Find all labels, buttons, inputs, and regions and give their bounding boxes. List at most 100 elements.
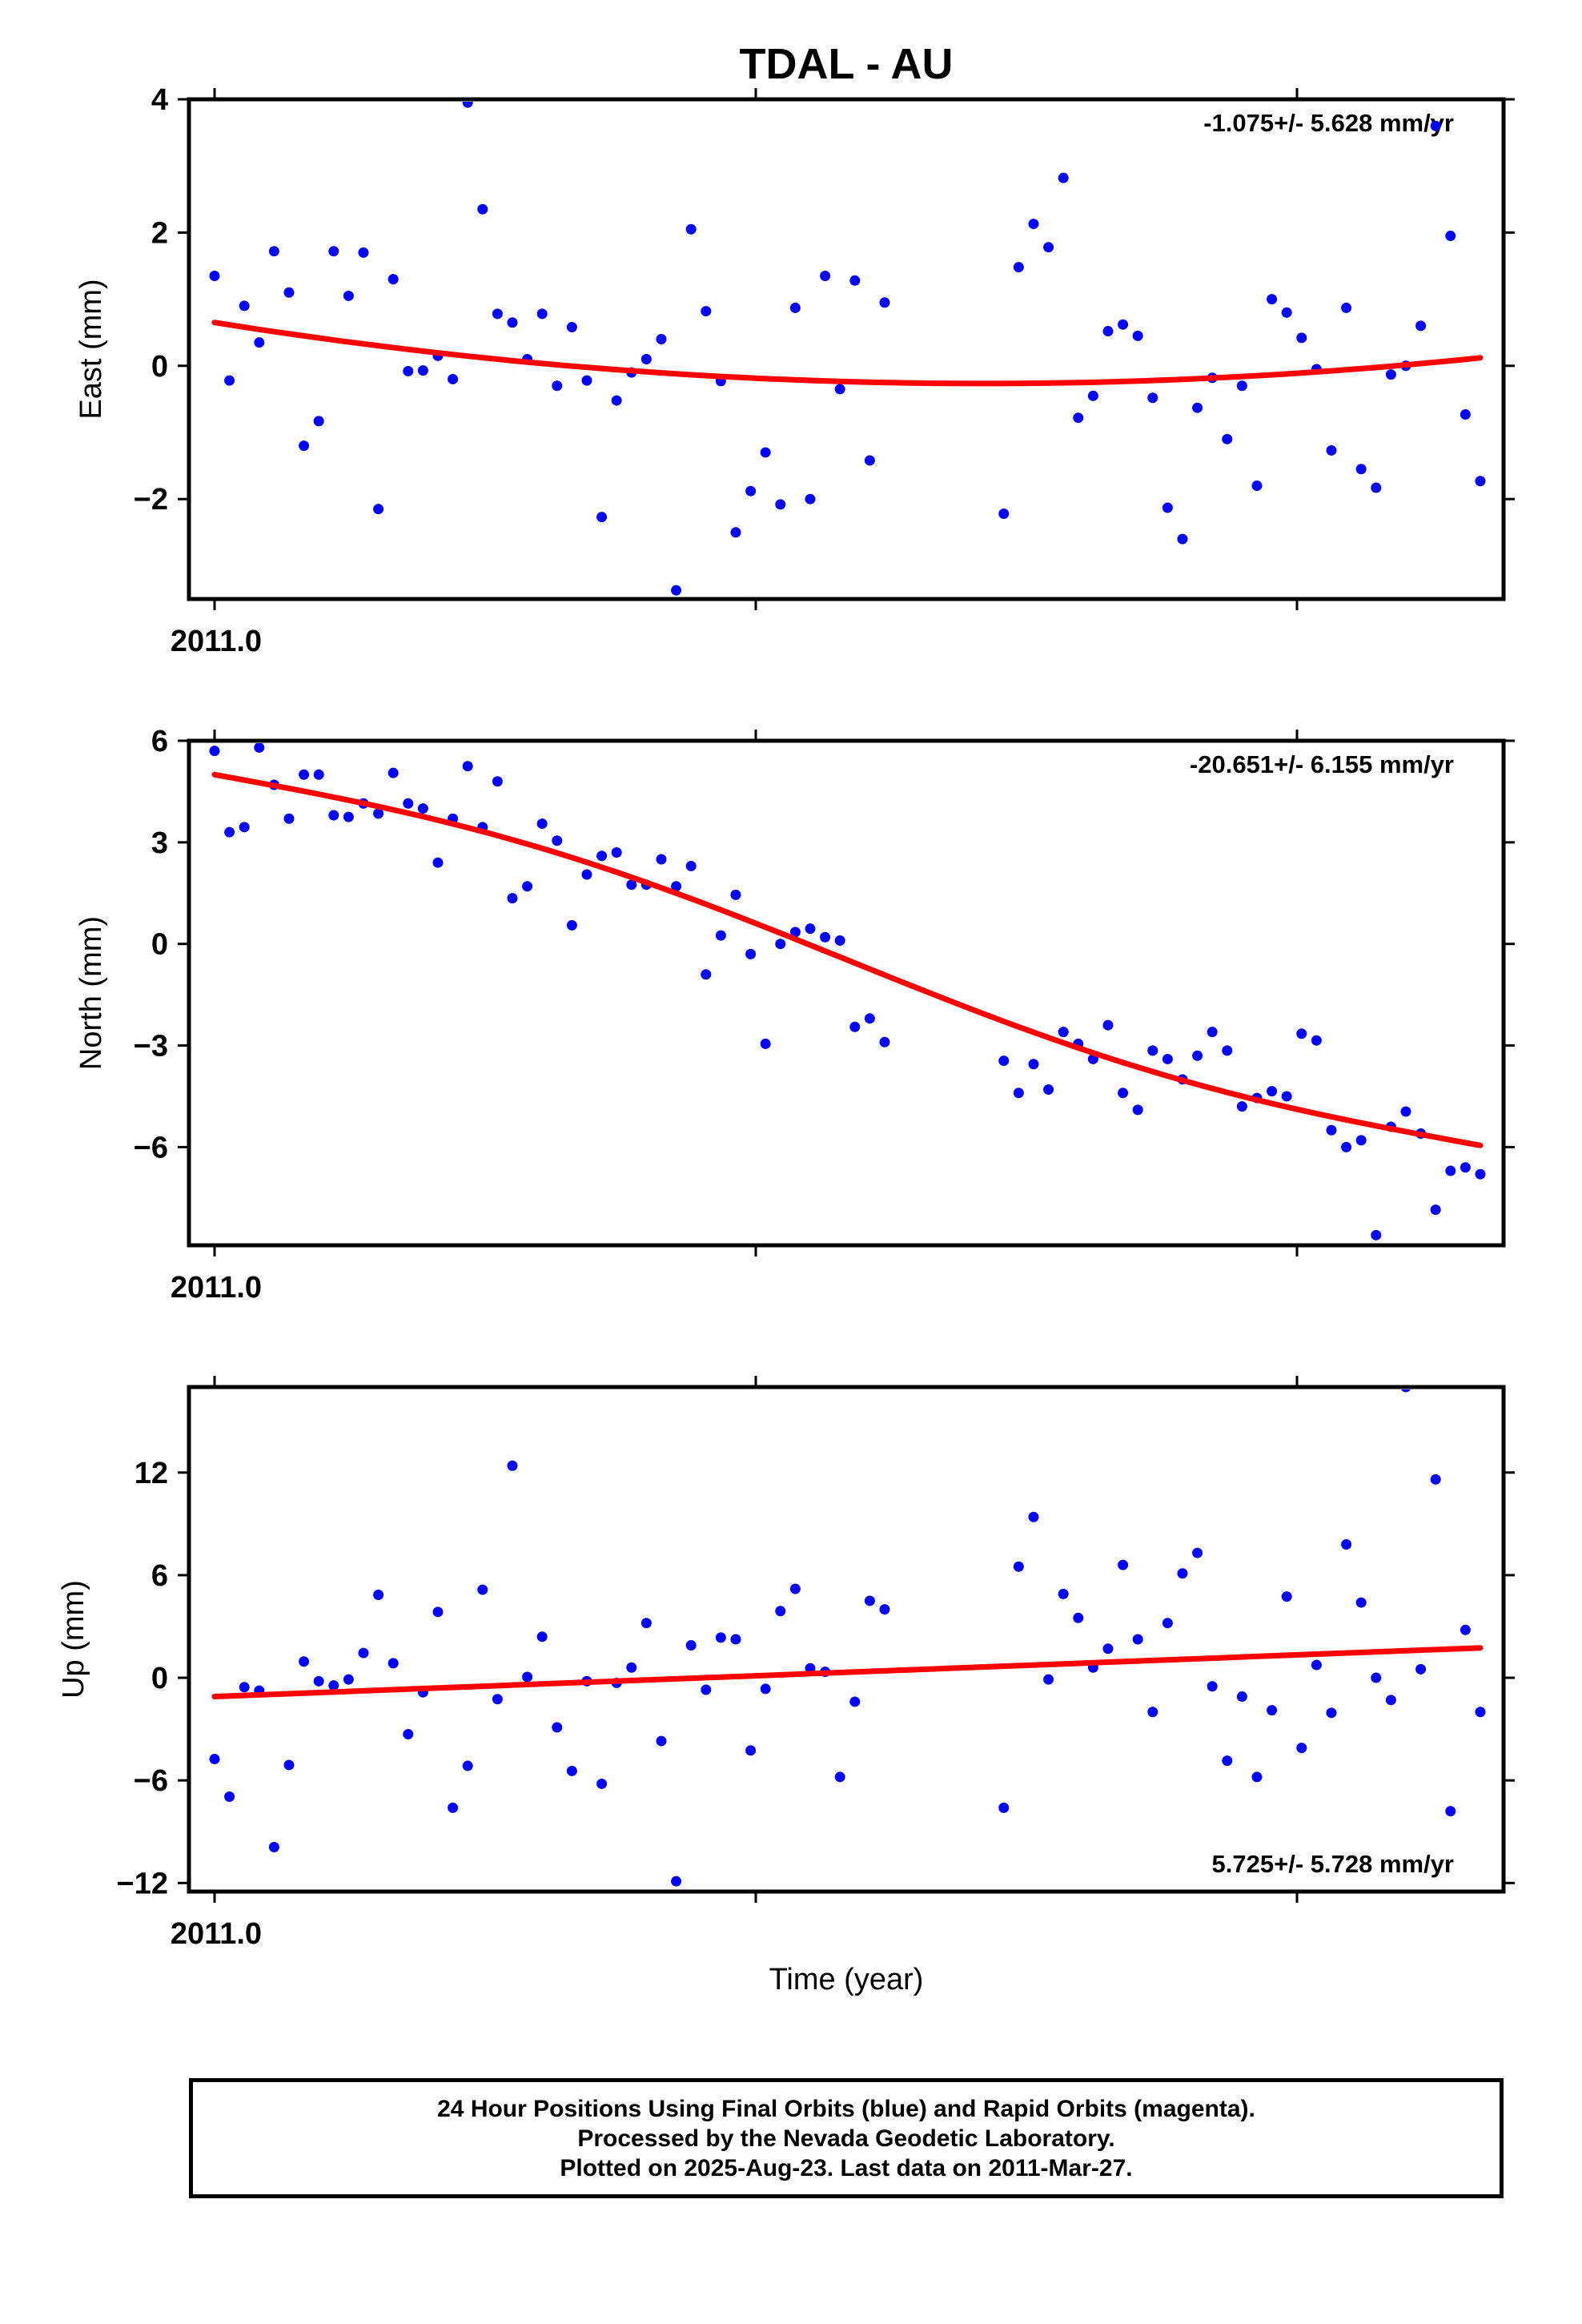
data-point: [715, 930, 726, 941]
data-point: [1430, 120, 1441, 131]
footer-line-1: 24 Hour Positions Using Final Orbits (bl…: [437, 2095, 1255, 2122]
data-point: [507, 1460, 518, 1471]
data-point: [417, 365, 428, 376]
data-point: [849, 275, 861, 286]
data-point: [671, 881, 682, 892]
data-point: [685, 1639, 697, 1651]
data-point: [626, 879, 637, 891]
data-point: [1043, 1674, 1054, 1685]
data-point: [1460, 1624, 1471, 1635]
data-point: [1445, 231, 1456, 242]
data-point: [1058, 172, 1069, 183]
data-point: [640, 353, 652, 364]
data-point: [313, 769, 324, 780]
panel-frame: [187, 738, 1506, 1248]
data-point: [789, 927, 801, 938]
data-point: [299, 440, 310, 452]
data-point: [656, 1735, 667, 1747]
data-point: [1177, 1568, 1188, 1579]
data-point: [685, 223, 697, 235]
data-point: [879, 1036, 890, 1047]
data-point: [552, 1722, 563, 1733]
data-point: [387, 1658, 399, 1669]
data-point: [715, 1632, 726, 1643]
data-point: [671, 585, 682, 596]
data-point: [1073, 412, 1084, 424]
data-point: [536, 1631, 548, 1642]
east-panel: 2011.0 4 2 0 −2 East (mm) -1.075+/- 5.628 mm/y…: [74, 83, 1515, 658]
data-point: [477, 1584, 488, 1595]
rate-label: 5.725+/- 5.728 mm/yr: [1212, 1850, 1454, 1878]
data-point: [626, 1662, 637, 1673]
data-point: [581, 869, 592, 880]
data-point: [536, 818, 548, 830]
data-point: [1162, 1053, 1173, 1064]
data-point: [745, 1745, 757, 1756]
data-point: [805, 923, 816, 935]
data-point: [1013, 1561, 1024, 1572]
data-point: [1385, 1695, 1396, 1706]
data-point: [403, 365, 414, 376]
data-point: [864, 455, 875, 466]
data-point: [1460, 1162, 1471, 1173]
data-layer: [209, 102, 1486, 596]
footer-line-2: Processed by the Nevada Geodetic Laborat…: [577, 2125, 1115, 2152]
fit-curve: [211, 320, 1484, 387]
data-point: [462, 1760, 473, 1771]
data-point: [1296, 332, 1307, 344]
data-point: [1385, 369, 1396, 380]
data-point: [1445, 1165, 1456, 1176]
data-point: [1236, 1691, 1247, 1703]
data-point: [1251, 480, 1263, 492]
data-point: [834, 384, 845, 395]
data-point: [805, 493, 816, 505]
data-point: [1058, 1027, 1069, 1038]
data-point: [1445, 1806, 1456, 1817]
data-point: [492, 1694, 503, 1705]
data-point: [507, 317, 518, 328]
data-point: [462, 761, 473, 772]
data-point: [1341, 302, 1352, 313]
data-point: [1132, 330, 1143, 341]
data-point: [611, 395, 622, 406]
data-point: [1281, 1591, 1292, 1602]
data-point: [1207, 1681, 1218, 1692]
data-point: [328, 810, 339, 821]
data-point: [1073, 1612, 1084, 1623]
fit-curve: [211, 771, 1484, 1148]
data-point: [656, 334, 667, 345]
data-point: [820, 931, 831, 943]
data-point: [283, 813, 295, 824]
north-panel: 2011.0 6 3 0 −3 −6 North (mm) -20.651+/- 6.155 …: [74, 725, 1515, 1305]
data-point: [1430, 1474, 1441, 1485]
y-tick-label: 0: [151, 350, 168, 384]
data-point: [1460, 409, 1471, 420]
y-axis-label: East (mm): [74, 279, 108, 419]
data-point: [1296, 1028, 1307, 1039]
chart-title: TDAL - AU: [740, 40, 954, 88]
data-point: [1222, 1045, 1233, 1056]
data-point: [834, 1771, 845, 1783]
data-point: [343, 811, 354, 822]
y-tick-label: 2: [151, 216, 168, 250]
data-point: [507, 893, 518, 904]
data-point: [1028, 1511, 1039, 1522]
y-tick-label: −6: [134, 1131, 168, 1164]
y-tick-label: 6: [151, 1559, 168, 1593]
data-point: [1102, 326, 1114, 337]
data-point: [834, 935, 845, 946]
data-point: [403, 798, 414, 809]
data-point: [1132, 1634, 1143, 1645]
data-point: [1147, 1707, 1158, 1718]
data-point: [1251, 1771, 1263, 1783]
y-tick-label: 0: [151, 1662, 168, 1695]
data-point: [432, 1606, 444, 1618]
data-point: [343, 290, 354, 301]
up-panel: 2011.0 12 6 0 −6 −12 Up (mm) 5.725+/- 5.728 mm/…: [57, 1376, 1515, 1951]
data-point: [448, 1802, 459, 1813]
data-point: [254, 337, 265, 348]
data-point: [1192, 1050, 1203, 1061]
data-point: [1147, 1045, 1158, 1056]
y-tick-label: −6: [134, 1764, 168, 1798]
data-point: [1177, 533, 1188, 545]
